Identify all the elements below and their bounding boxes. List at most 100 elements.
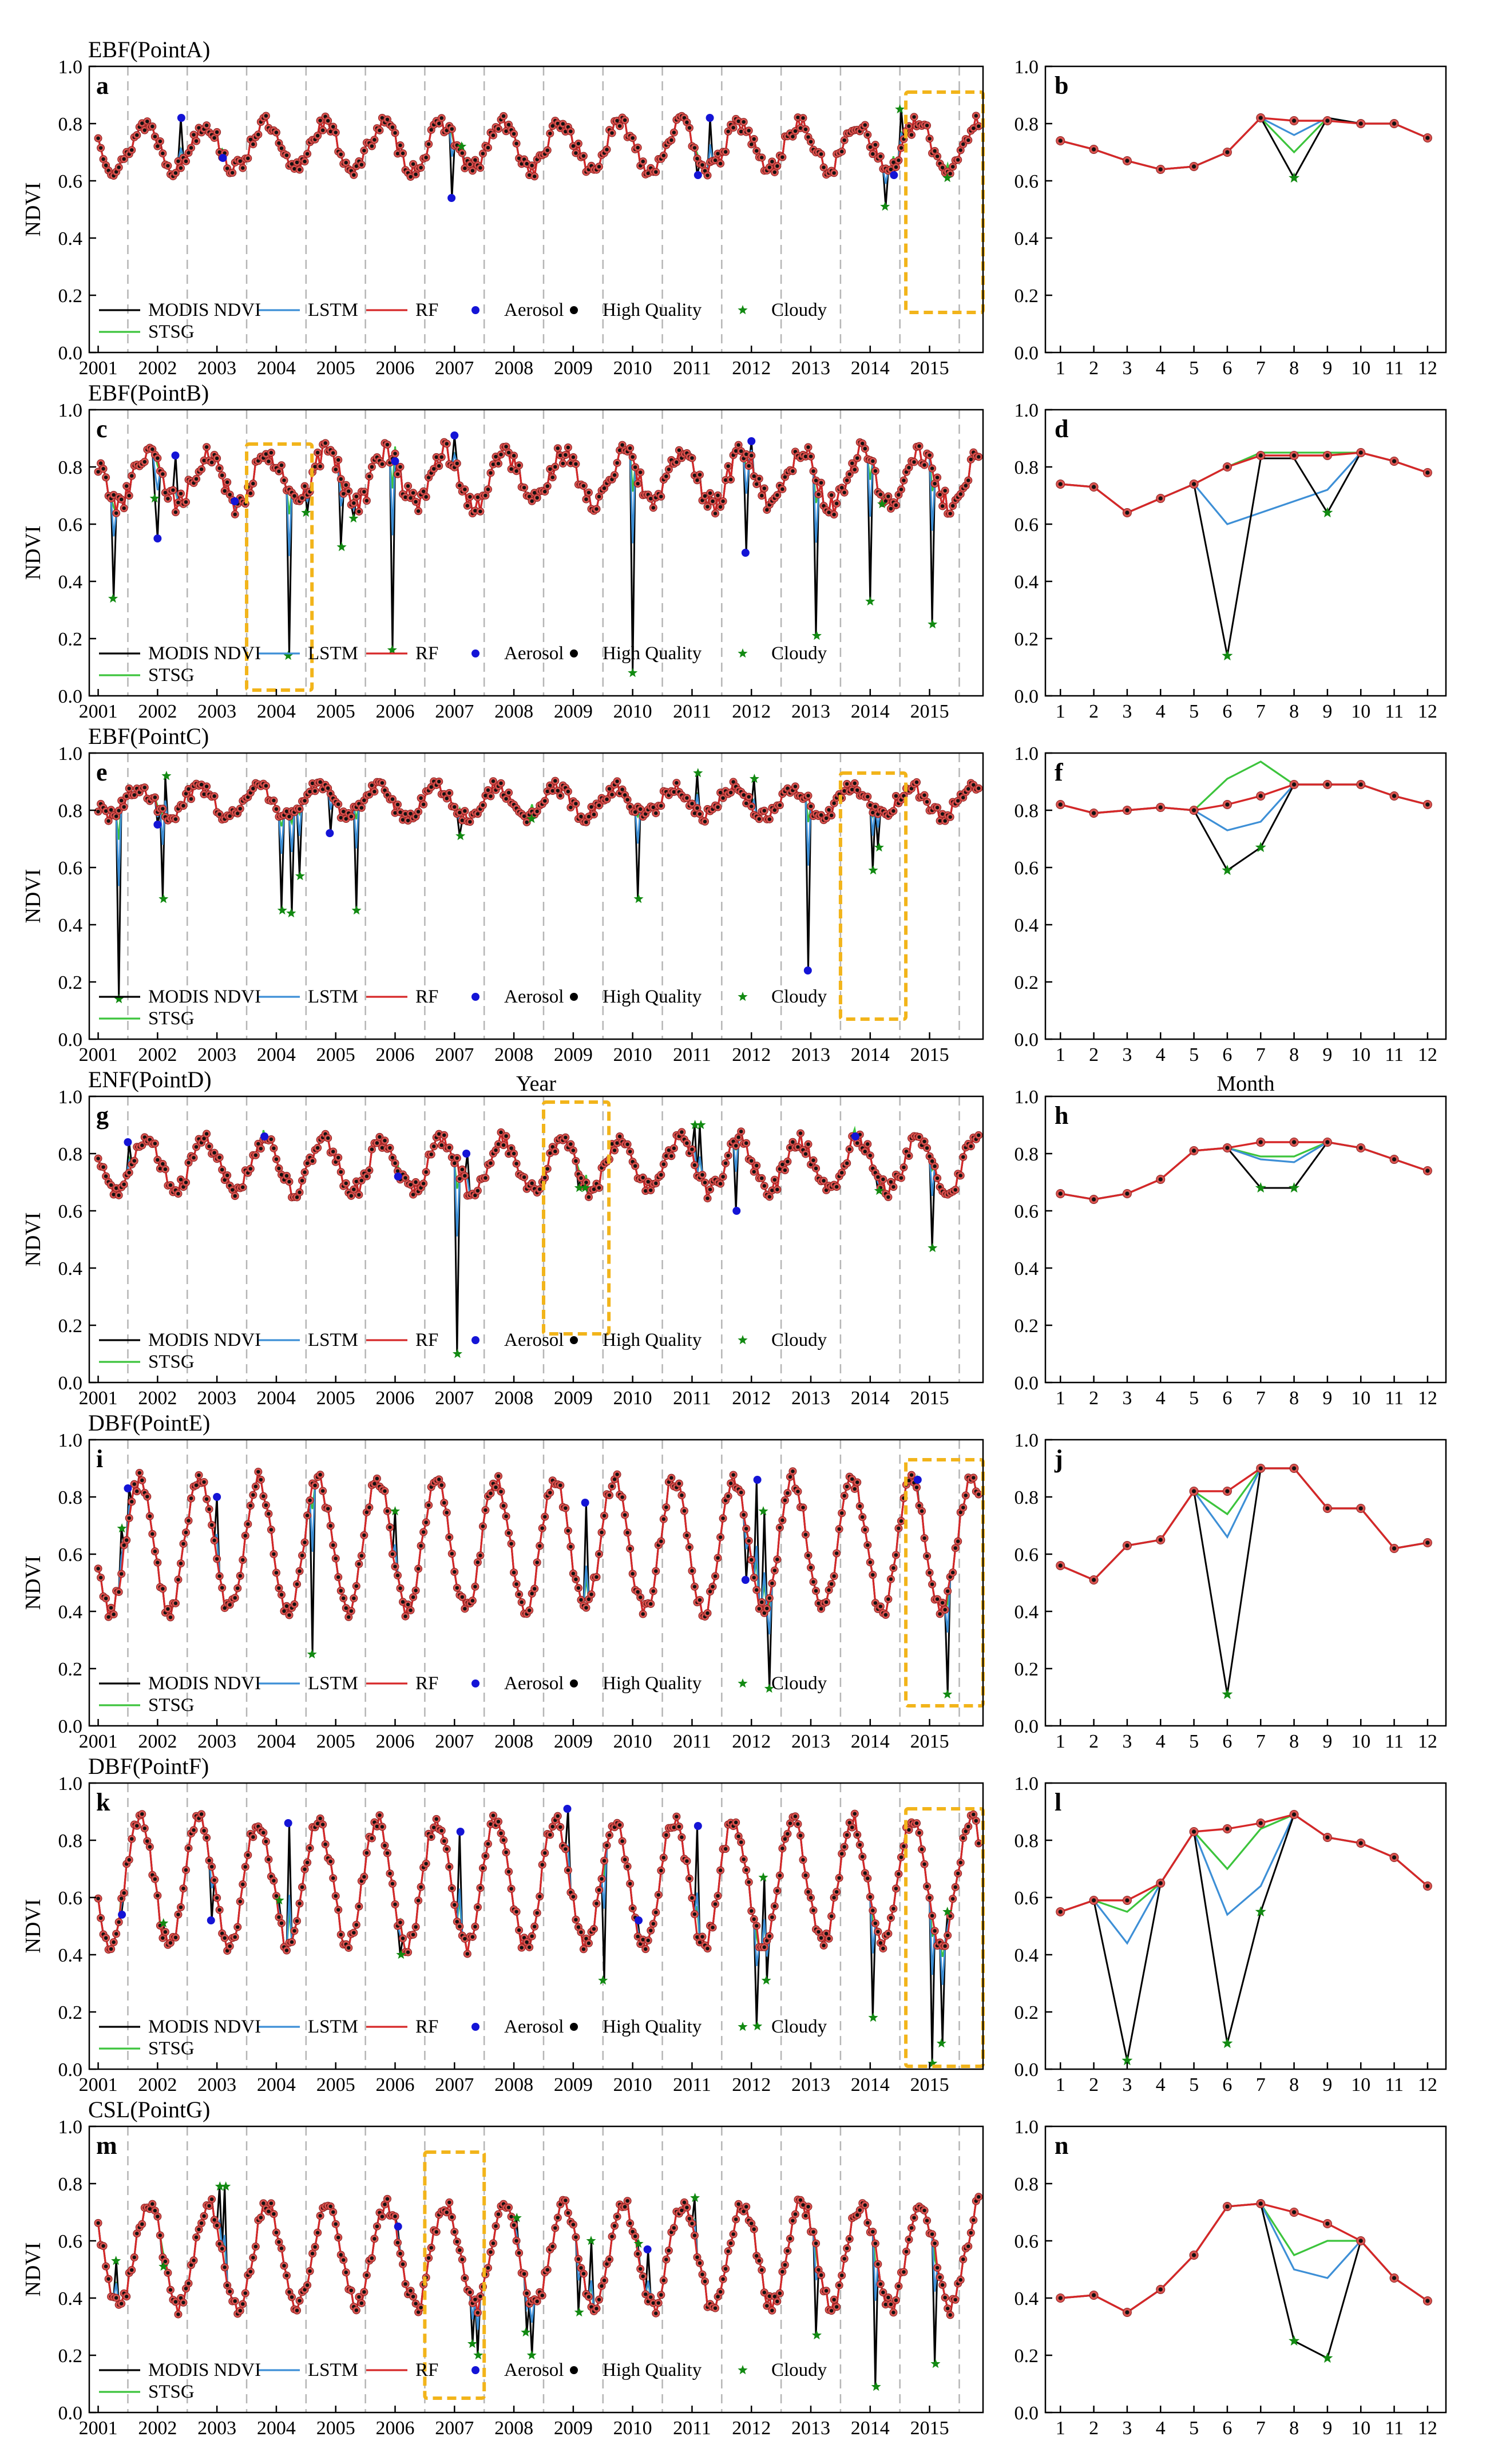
high-quality-point [607, 1493, 612, 1498]
high-quality-point [290, 162, 294, 166]
high-quality-point [414, 1925, 418, 1929]
high-quality-point [972, 1812, 976, 1817]
high-quality-point [889, 1577, 893, 1581]
panel-row-4: DBF(PointE)MODIS NDVI LSTM RF Aerosol High Q… [21, 1410, 1447, 1752]
aerosol-point [456, 1828, 465, 1836]
year-tick-label: 2013 [791, 1388, 830, 1409]
high-quality-point [269, 1528, 274, 1532]
legend-label: STSG [148, 665, 195, 686]
high-quality-point [303, 1867, 307, 1871]
high-quality-point [669, 1476, 673, 1480]
high-quality-point [481, 803, 485, 807]
high-quality-point [845, 478, 849, 482]
high-quality-point [571, 1571, 576, 1576]
high-quality-point [858, 1843, 862, 1847]
high-quality-point [858, 1504, 862, 1508]
high-quality-point [597, 1186, 601, 1190]
high-quality-point [543, 1851, 547, 1855]
high-quality-monthly-point [1091, 147, 1096, 152]
high-quality-point [718, 1868, 723, 1872]
aerosol-point [706, 114, 714, 122]
high-quality-point [173, 171, 178, 175]
month-tick-label: 7 [1256, 1731, 1266, 1752]
high-quality-point [383, 1844, 387, 1848]
high-quality-point [767, 165, 772, 169]
month-tick-label: 5 [1189, 358, 1199, 379]
high-quality-point [520, 1600, 524, 1605]
y-tick-label: 0.2 [1014, 1316, 1039, 1337]
high-quality-point [236, 1925, 240, 1929]
high-quality-point [225, 480, 229, 484]
high-quality-point [104, 1597, 108, 1601]
aerosol-point [913, 1476, 922, 1484]
high-quality-point [928, 1896, 932, 1900]
high-quality-point [726, 1154, 730, 1158]
high-quality-point [628, 1547, 632, 1551]
year-tick-label: 2004 [257, 1044, 296, 1065]
high-quality-point [543, 489, 547, 494]
high-quality-point [772, 170, 777, 175]
aerosol-point [171, 451, 180, 459]
high-quality-point [202, 458, 206, 462]
y-tick-label: 0.6 [58, 514, 83, 536]
high-quality-point [256, 1469, 260, 1474]
aerosol-point [747, 437, 756, 445]
high-quality-point [829, 1914, 834, 1918]
year-tick-label: 2007 [435, 701, 474, 722]
cloudy-point [874, 842, 884, 852]
high-quality-point [326, 786, 330, 790]
high-quality-point [752, 1575, 756, 1580]
high-quality-monthly-point [1325, 453, 1330, 458]
legend-dot-swatch [471, 993, 479, 1001]
high-quality-point [868, 1560, 873, 1564]
high-quality-monthly-point [1258, 116, 1263, 120]
high-quality-point [176, 1912, 180, 1916]
month-tick-label: 8 [1289, 1388, 1299, 1409]
high-quality-point [525, 820, 529, 825]
high-quality-point [845, 1833, 849, 1837]
high-quality-point [130, 1837, 134, 1841]
high-quality-point [411, 162, 415, 166]
year-tick-label: 2006 [376, 1044, 415, 1065]
high-quality-point [610, 131, 614, 135]
high-quality-point [969, 457, 973, 462]
high-quality-point [455, 1156, 459, 1160]
high-quality-point [853, 781, 857, 786]
aerosol-point [260, 1132, 269, 1140]
panel-row-2: EBF(PointC)MODIS NDVI LSTM RF Aerosol High Q… [21, 723, 1447, 1065]
high-quality-point [863, 1871, 867, 1875]
high-quality-point [861, 441, 865, 446]
high-quality-point [747, 795, 751, 799]
high-quality-point [277, 469, 281, 473]
high-quality-point [378, 1813, 382, 1817]
high-quality-point [871, 1572, 875, 1577]
high-quality-point [212, 1151, 216, 1155]
high-quality-point [592, 1927, 596, 1931]
high-quality-point [866, 795, 870, 799]
high-quality-point [447, 1146, 451, 1150]
high-quality-point [419, 165, 423, 170]
month-tick-label: 5 [1189, 1388, 1199, 1409]
high-quality-monthly-point [1425, 1540, 1430, 1545]
legend-label: LSTM [308, 300, 358, 320]
high-quality-point [692, 146, 697, 150]
month-tick-label: 1 [1056, 701, 1065, 722]
high-quality-point [140, 1812, 144, 1816]
year-tick-label: 2014 [851, 701, 890, 722]
month-tick-label: 6 [1222, 1388, 1232, 1409]
high-quality-point [579, 1598, 583, 1602]
high-quality-point [530, 1181, 534, 1186]
high-quality-point [600, 1877, 604, 1881]
high-quality-point [615, 461, 619, 465]
high-quality-point [861, 1515, 865, 1519]
high-quality-point [752, 1170, 756, 1174]
year-tick-label: 2015 [910, 1044, 949, 1065]
high-quality-point [463, 1174, 467, 1178]
high-quality-point [586, 490, 591, 494]
cloudy-point [633, 894, 644, 904]
high-quality-point [943, 819, 947, 823]
high-quality-point [362, 1533, 366, 1538]
high-quality-point [437, 121, 441, 126]
high-quality-point [409, 175, 413, 179]
